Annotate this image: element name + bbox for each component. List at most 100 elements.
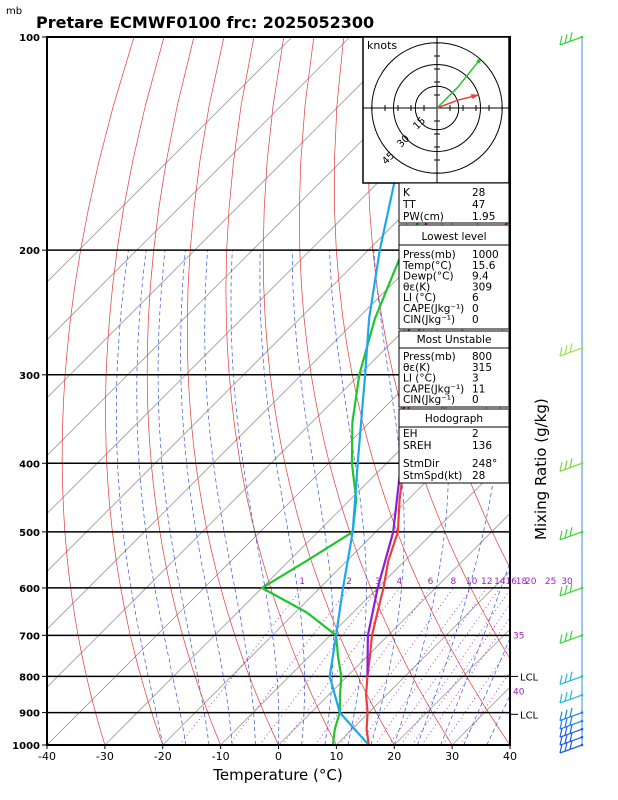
wind-barb-feather [564, 585, 568, 595]
x-tick-label: -20 [154, 750, 172, 763]
mixing-ratio-line [400, 589, 510, 745]
index-box-title: Hodograph [425, 413, 483, 425]
index-name: CIN(Jkg⁻¹) [403, 314, 455, 326]
wind-barb-feather [569, 32, 573, 42]
index-value: 309 [472, 281, 492, 293]
wind-barb-feather [559, 693, 563, 704]
index-value: 1.95 [472, 211, 495, 223]
wind-barb-feather [564, 345, 568, 355]
dry-adiabat [334, 37, 510, 745]
wind-barb-shaft [559, 634, 583, 644]
moist-adiabat [329, 250, 367, 745]
wind-barb-feather [564, 673, 568, 683]
mixing-ratio-label: 3 [375, 577, 381, 587]
mixing-ratio-line [339, 587, 454, 745]
index-value: 0 [472, 303, 479, 315]
index-value: 248° [472, 458, 497, 470]
mixing-ratio-line [281, 587, 400, 745]
wind-barb-dot [580, 461, 584, 465]
wind-barb-feather [569, 583, 573, 593]
isotherm [220, 455, 510, 745]
wind-barb-feather [559, 736, 563, 746]
wind-barb-feather [564, 718, 568, 728]
index-value: 136 [472, 440, 492, 452]
mixing-ratio-label: 30 [561, 577, 573, 587]
wind-barb-feather [564, 734, 568, 744]
index-box [398, 408, 510, 484]
indices-table: K 28 TT 47 PW(cm) 1.95 Lowest level Press(mb) 10… [398, 182, 510, 484]
dry-adiabat [61, 37, 135, 745]
dry-adiabat [105, 37, 165, 745]
wind-barb-feather [569, 740, 573, 750]
wind-barb-shaft [559, 720, 583, 730]
index-value: 15.6 [472, 260, 496, 272]
dry-adiabat [225, 37, 337, 745]
wind-barb-dot [580, 346, 584, 350]
wind-barb-feather [564, 528, 568, 539]
wind-barb-dot [580, 711, 584, 714]
mixing-ratio-line [411, 603, 510, 745]
mixing-ratio-label: 8 [451, 577, 457, 587]
index-name: EH [403, 428, 418, 440]
isotherm [47, 37, 293, 283]
wind-barb-feather [569, 724, 573, 734]
index-name: SREH [403, 440, 432, 452]
x-tick-label: -30 [96, 750, 114, 763]
index-name: CIN(Jkg⁻¹) [403, 394, 455, 406]
moist-adiabat [204, 250, 256, 745]
moist-adiabat [370, 250, 405, 745]
wind-barb-feather [569, 458, 573, 468]
series-line [328, 79, 424, 745]
pressure-unit-label: mb [6, 6, 22, 17]
mixing-ratio-label: 18 [516, 577, 528, 587]
index-name: Press(mb) [403, 351, 456, 363]
mixing-ratio-label: 6 [428, 577, 434, 587]
moist-adiabat [157, 250, 210, 745]
wind-barb-feather [559, 634, 563, 644]
hodograph-trace-end [476, 59, 481, 64]
mixing-ratio-line [228, 587, 350, 745]
mixing-ratio-line [259, 587, 379, 745]
wind-barb-feather [569, 716, 573, 726]
dry-adiabat [186, 37, 279, 745]
wind-barb-feather [569, 732, 573, 742]
wind-barb-feather [569, 343, 573, 353]
theta-e-label: 40 [513, 687, 525, 697]
mixing-ratio-label: 16 [506, 577, 518, 587]
mixing-ratio-line [442, 646, 510, 745]
wind-barb-feather [564, 709, 568, 719]
index-value: 6 [472, 292, 479, 304]
index-name: Dewp(°C) [403, 271, 454, 283]
index-name: Press(mb) [403, 249, 456, 261]
index-name: CAPE(Jkg⁻¹) [403, 303, 464, 315]
index-box-title: Most Unstable [417, 334, 492, 346]
index-name: CAPE(Jkg⁻¹) [403, 383, 464, 395]
wind-barb-dot [580, 719, 584, 723]
index-name: LI (°C) [403, 373, 436, 385]
index-name: Temp(°C) [402, 260, 452, 272]
p-tick-label: 600 [19, 584, 40, 595]
index-value: 9.4 [472, 271, 489, 283]
wind-barb-feather [569, 671, 573, 681]
x-axis-label: Temperature (°C) [212, 766, 342, 784]
wind-barb-shaft [559, 531, 583, 541]
moist-adiabat [230, 250, 280, 745]
dry-adiabat [298, 37, 453, 745]
wind-barb-feather [564, 742, 568, 752]
dry-adiabat [583, 37, 618, 745]
lcl-label: LCL [520, 672, 539, 683]
theta-e-label: 35 [513, 631, 524, 641]
background-lines [47, 37, 618, 745]
index-value: 47 [472, 199, 485, 211]
wind-barb-shaft [559, 744, 583, 754]
isotherm [47, 165, 510, 630]
wind-barb-shaft [559, 675, 583, 685]
x-tick-label: 40 [503, 750, 517, 763]
mixing-ratio-label: 1 [299, 577, 305, 587]
wind-barbs [559, 32, 584, 754]
wind-barb-feather [559, 346, 563, 357]
wind-barb-shaft [559, 728, 583, 738]
